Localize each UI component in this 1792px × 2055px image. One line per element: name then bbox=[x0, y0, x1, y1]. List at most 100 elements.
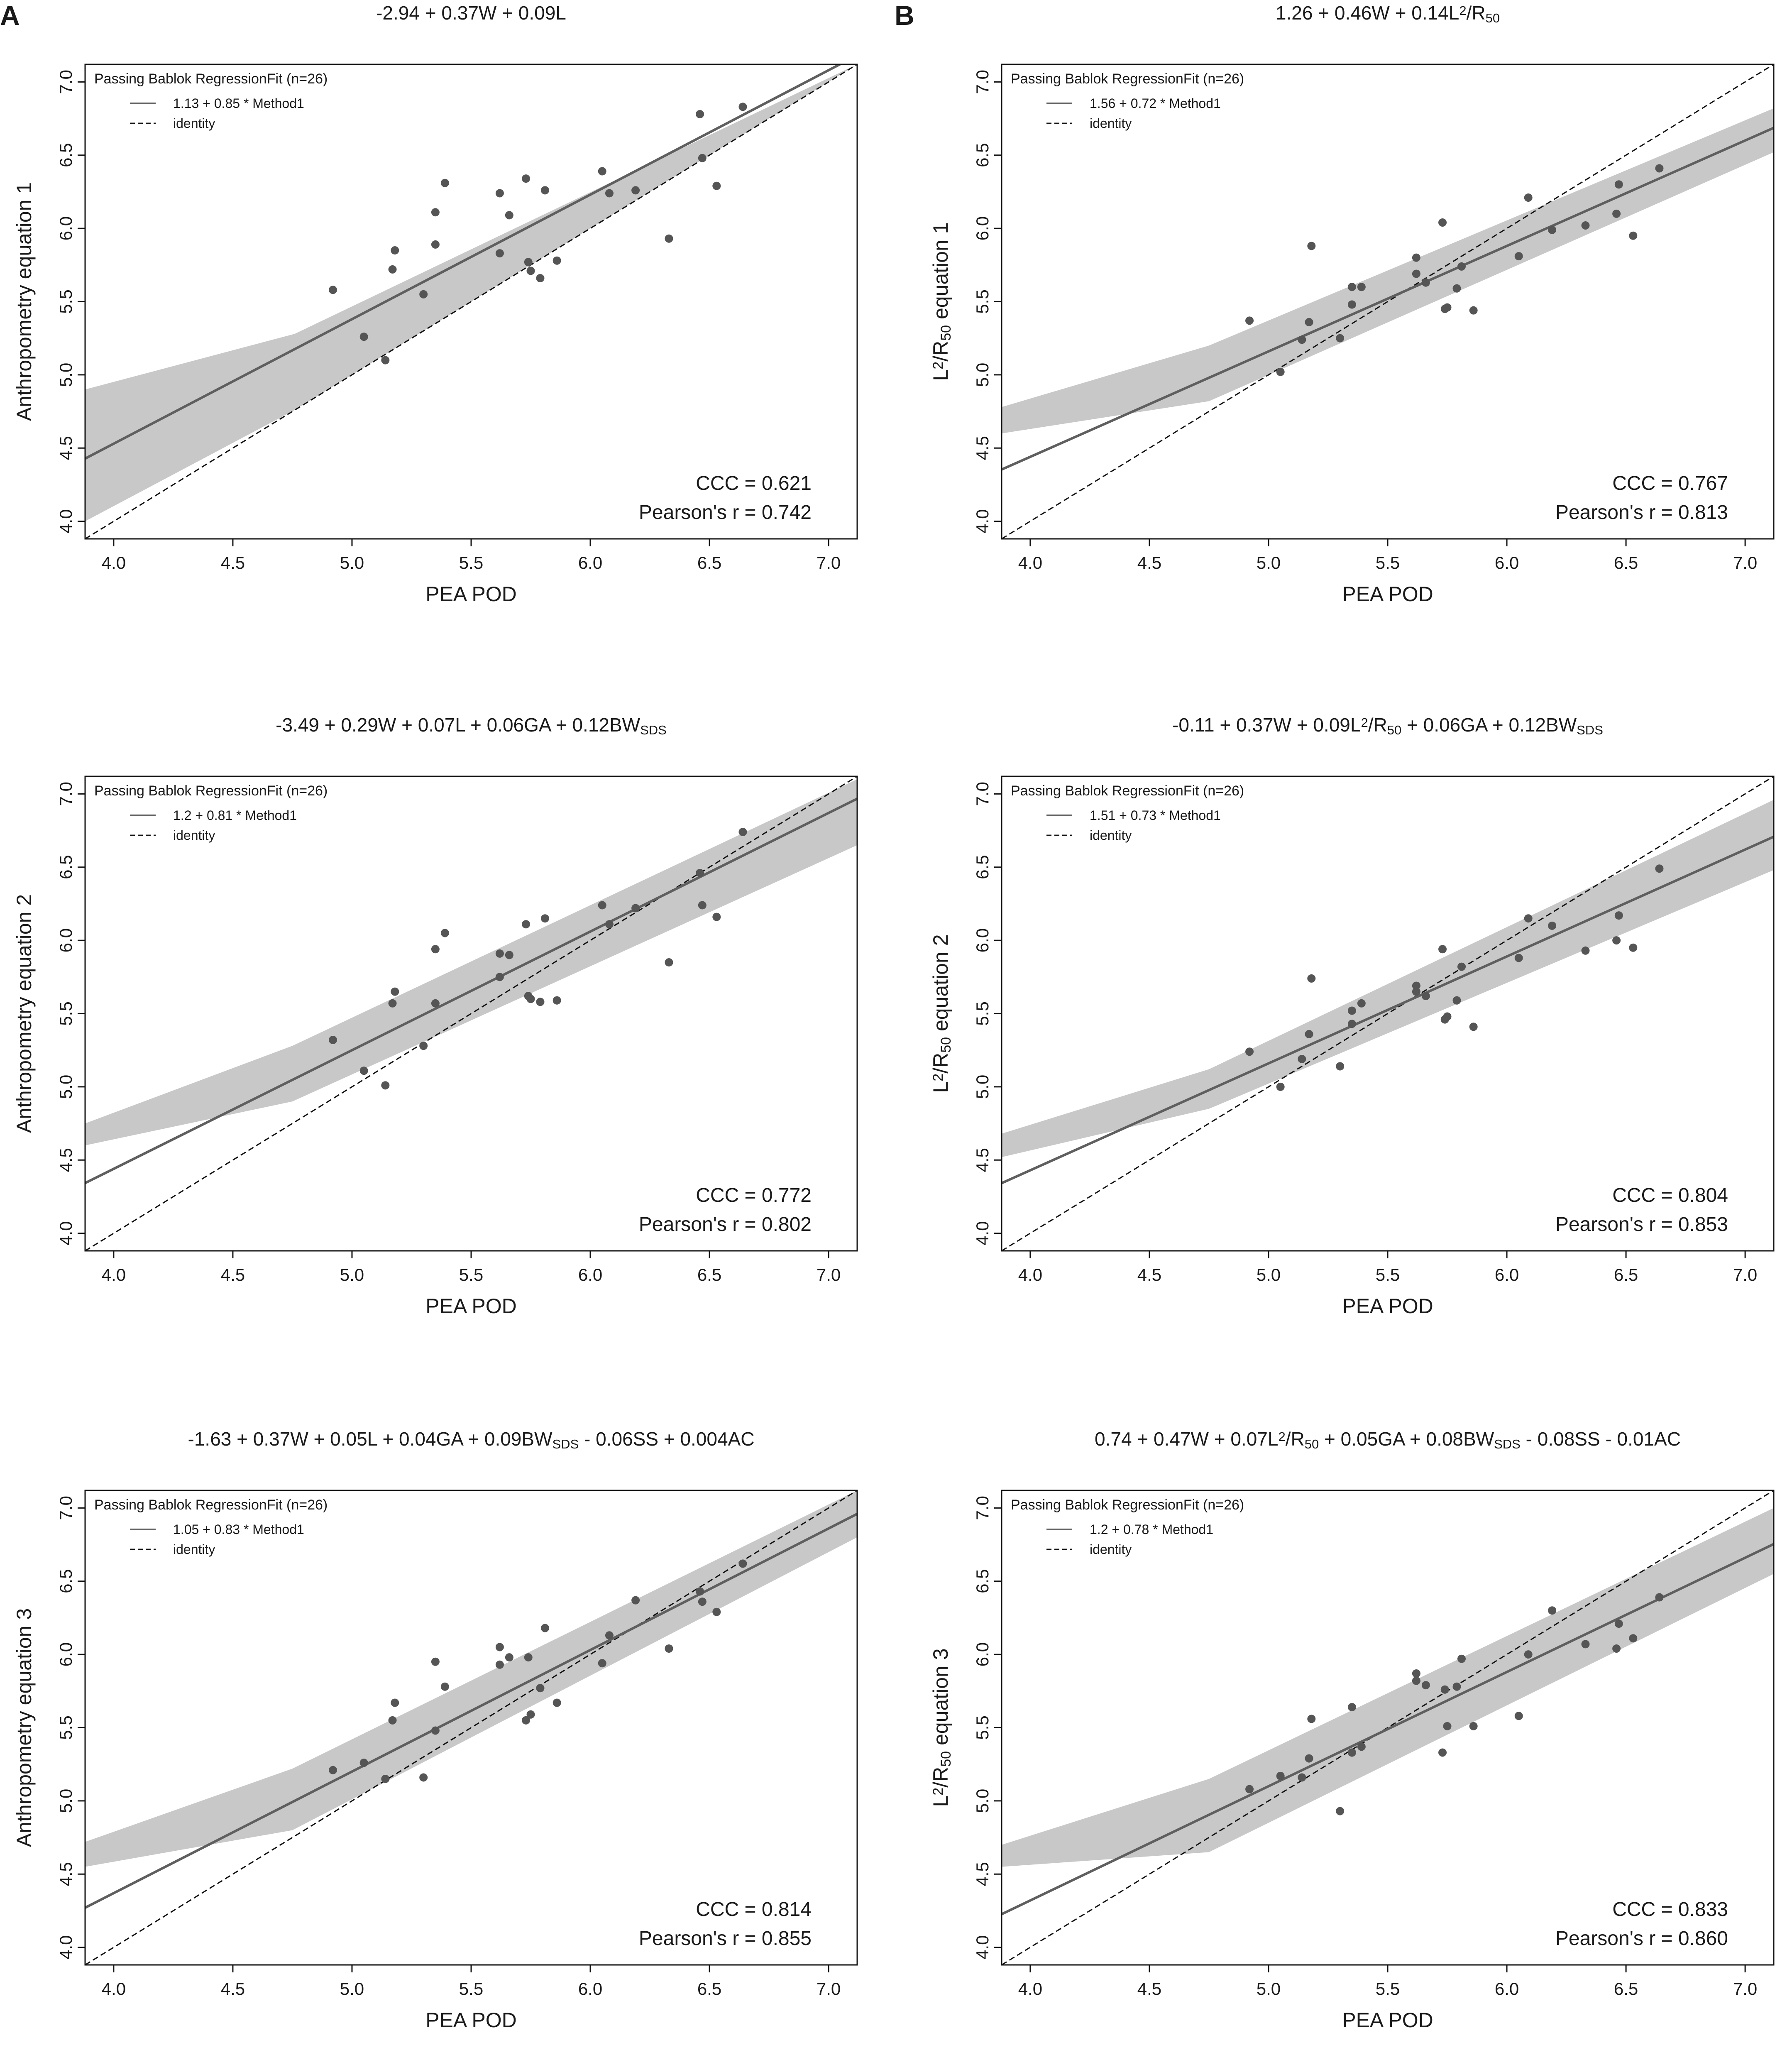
text-part: 50 bbox=[1486, 11, 1500, 25]
y-tick-label: 5.0 bbox=[973, 1789, 992, 1813]
data-point bbox=[1421, 992, 1430, 1001]
data-point bbox=[1305, 318, 1313, 326]
text-part: + 0.05GA + 0.08BW bbox=[1319, 1428, 1494, 1450]
data-point bbox=[522, 1716, 531, 1725]
x-tick-label: 6.5 bbox=[1614, 1265, 1638, 1284]
data-point bbox=[698, 1598, 707, 1606]
x-tick-label: 7.0 bbox=[817, 553, 841, 572]
pearson-stat: Pearson's r = 0.802 bbox=[639, 1213, 812, 1235]
data-point bbox=[553, 256, 561, 265]
text-part: SDS bbox=[1577, 723, 1603, 737]
text-part: 50 bbox=[1387, 723, 1401, 737]
text-part: /R bbox=[1368, 714, 1387, 736]
x-tick-label: 4.0 bbox=[1018, 1979, 1042, 1999]
y-tick-label: 4.5 bbox=[56, 436, 76, 460]
data-point bbox=[631, 904, 640, 913]
data-point bbox=[440, 1682, 449, 1691]
regression-line bbox=[1002, 835, 1774, 1184]
data-point bbox=[1469, 1023, 1478, 1031]
y-tick-label: 7.0 bbox=[56, 70, 76, 94]
y-axis-title: Anthropometry equation 1 bbox=[12, 182, 36, 421]
data-point bbox=[419, 1773, 428, 1782]
x-tick-label: 6.0 bbox=[578, 553, 602, 572]
data-point bbox=[329, 1766, 337, 1774]
data-point bbox=[738, 103, 747, 111]
text-part: -0.11 + 0.37W + 0.09L bbox=[1172, 714, 1361, 736]
data-point bbox=[505, 951, 513, 959]
identity-line bbox=[85, 1490, 857, 1965]
identity-line bbox=[1002, 1490, 1774, 1965]
data-point bbox=[1524, 1650, 1533, 1659]
data-point bbox=[1452, 996, 1461, 1005]
data-point bbox=[495, 973, 504, 981]
y-tick-label: 4.0 bbox=[56, 509, 76, 533]
identity-line bbox=[1002, 776, 1774, 1251]
data-point bbox=[431, 945, 440, 954]
data-point bbox=[1347, 283, 1356, 291]
data-point bbox=[631, 1596, 640, 1605]
x-tick-label: 5.0 bbox=[1257, 1979, 1281, 1999]
legend-title: Passing Bablok RegressionFit (n=26) bbox=[1011, 1497, 1244, 1513]
chart-3: -3.49 + 0.29W + 0.07L + 0.06GA + 0.12BWS… bbox=[12, 714, 858, 1318]
data-point bbox=[1412, 1676, 1420, 1685]
x-tick-label: 4.5 bbox=[1137, 1265, 1161, 1284]
text-part: 2 bbox=[930, 1074, 946, 1081]
legend-fit-label: 1.05 + 0.83 * Method1 bbox=[173, 1522, 304, 1537]
legend-identity-label: identity bbox=[1090, 1542, 1132, 1557]
confidence-band bbox=[1002, 1508, 1774, 1867]
y-axis-title: L2/R50 equation 2 bbox=[929, 935, 954, 1093]
identity-line bbox=[85, 776, 857, 1251]
data-point bbox=[1629, 943, 1638, 952]
data-point bbox=[1655, 864, 1664, 873]
text-part: SDS bbox=[640, 723, 667, 737]
y-tick-label: 7.0 bbox=[56, 782, 76, 806]
data-point bbox=[526, 267, 535, 275]
data-point bbox=[540, 914, 549, 923]
data-point bbox=[665, 1644, 673, 1653]
data-point bbox=[329, 286, 337, 294]
data-point bbox=[598, 901, 606, 910]
y-tick-label: 4.5 bbox=[56, 1862, 76, 1886]
data-point bbox=[1614, 1620, 1623, 1628]
text-part: SDS bbox=[553, 1437, 579, 1451]
y-tick-label: 6.0 bbox=[973, 216, 992, 240]
data-point bbox=[738, 1559, 747, 1568]
y-tick-label: 5.0 bbox=[56, 1075, 76, 1099]
data-point bbox=[1245, 1047, 1254, 1056]
text-part: 2 bbox=[930, 362, 946, 369]
x-tick-label: 4.0 bbox=[102, 553, 126, 572]
x-tick-label: 5.0 bbox=[340, 553, 364, 572]
x-tick-label: 7.0 bbox=[1733, 553, 1757, 572]
x-axis-title: PEA POD bbox=[1342, 2009, 1433, 2032]
text-part: /R bbox=[1467, 2, 1486, 24]
text-part: 2 bbox=[1459, 3, 1466, 18]
data-point bbox=[1581, 1640, 1590, 1649]
text-part: -3.49 + 0.29W + 0.07L + 0.06GA + 0.12BW bbox=[276, 714, 641, 736]
data-point bbox=[1412, 269, 1420, 278]
data-point bbox=[1443, 303, 1452, 312]
data-point bbox=[431, 240, 440, 249]
legend-title: Passing Bablok RegressionFit (n=26) bbox=[1011, 71, 1244, 87]
data-point bbox=[696, 868, 704, 877]
data-point bbox=[1421, 1681, 1430, 1690]
ccc-stat: CCC = 0.833 bbox=[1612, 1898, 1728, 1920]
x-tick-label: 6.0 bbox=[578, 1265, 602, 1284]
data-point bbox=[598, 1659, 606, 1668]
chart-1: -2.94 + 0.37W + 0.09L 4.0 4.5 5.0 5.5 6.0 6.5 7… bbox=[12, 2, 858, 606]
x-tick-label: 6.0 bbox=[1495, 1265, 1519, 1284]
data-point bbox=[431, 999, 440, 1008]
x-tick-label: 6.5 bbox=[697, 553, 721, 572]
y-tick-label: 4.0 bbox=[56, 1221, 76, 1245]
y-tick-label: 7.0 bbox=[56, 1496, 76, 1520]
data-point bbox=[1307, 974, 1316, 983]
data-point bbox=[1438, 1748, 1447, 1757]
y-tick-label: 5.0 bbox=[973, 1075, 992, 1099]
x-tick-label: 4.5 bbox=[221, 1265, 245, 1284]
data-point bbox=[1276, 1771, 1285, 1780]
data-point bbox=[605, 920, 614, 929]
data-point bbox=[1438, 945, 1447, 954]
text-part: L bbox=[929, 1081, 952, 1093]
data-point bbox=[1438, 218, 1447, 227]
text-part: Anthropometry equation 3 bbox=[12, 1608, 36, 1847]
